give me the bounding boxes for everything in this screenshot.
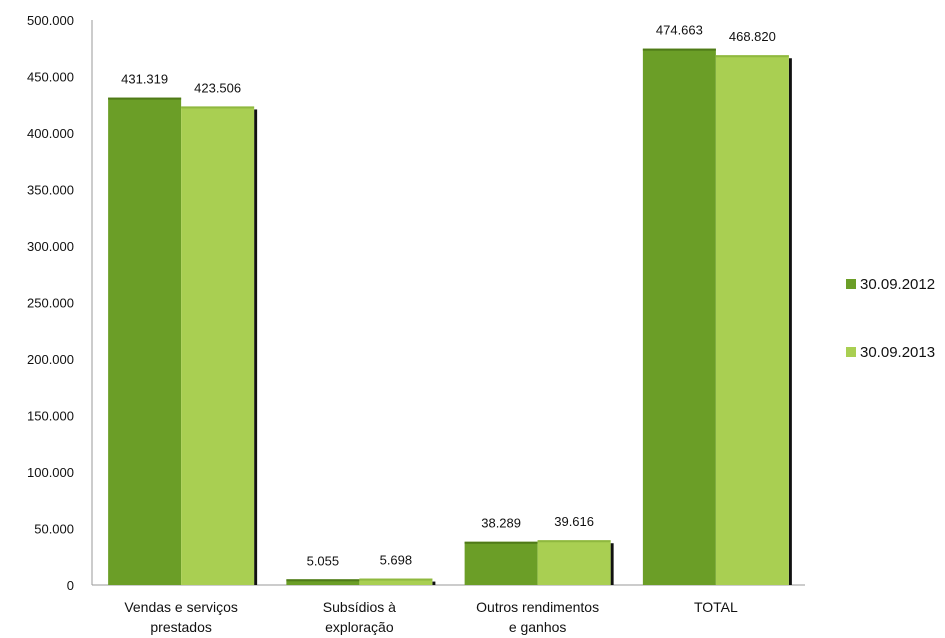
data-label: 5.055 xyxy=(307,553,340,568)
data-label: 38.289 xyxy=(481,516,521,531)
bar-shadow xyxy=(432,581,436,585)
bar xyxy=(642,48,716,586)
bar-top-edge xyxy=(715,55,789,58)
y-tick-label: 300.000 xyxy=(27,239,74,254)
bar-top-edge xyxy=(537,540,611,543)
bar-shadow xyxy=(610,543,614,585)
y-tick-label: 200.000 xyxy=(27,352,74,367)
data-label: 39.616 xyxy=(554,514,594,529)
data-label: 431.319 xyxy=(121,72,168,87)
x-tick-label: Outros rendimentos xyxy=(476,599,599,615)
y-tick-label: 350.000 xyxy=(27,183,74,198)
bar-shadow xyxy=(254,109,258,585)
x-tick-label: e ganhos xyxy=(509,619,567,635)
y-tick-label: 0 xyxy=(67,578,74,593)
data-label: 5.698 xyxy=(380,553,413,568)
y-tick-label: 250.000 xyxy=(27,296,74,311)
data-label: 474.663 xyxy=(656,23,703,38)
bar xyxy=(464,541,538,585)
data-label: 423.506 xyxy=(194,80,241,95)
bar xyxy=(715,55,789,585)
y-tick-label: 450.000 xyxy=(27,70,74,85)
bar xyxy=(286,579,360,585)
bar-top-edge xyxy=(286,579,360,582)
bar-top-edge xyxy=(108,97,182,100)
x-tick-label: Vendas e serviços xyxy=(124,599,238,615)
y-tick-label: 50.000 xyxy=(34,522,74,537)
y-tick-label: 400.000 xyxy=(27,126,74,141)
x-tick-label: Subsídios à xyxy=(323,599,396,615)
bar xyxy=(537,540,611,585)
y-tick-label: 100.000 xyxy=(27,465,74,480)
y-tick-label: 150.000 xyxy=(27,409,74,424)
bar xyxy=(108,97,182,585)
x-tick-label: prestados xyxy=(150,619,211,635)
bar-top-edge xyxy=(181,106,255,109)
bar xyxy=(359,578,433,585)
bar-shadow xyxy=(788,58,792,585)
legend-label: 30.09.2013 xyxy=(860,344,935,361)
data-label: 468.820 xyxy=(729,29,776,44)
x-tick-label: exploração xyxy=(325,619,394,635)
bar-top-edge xyxy=(464,541,538,544)
bar xyxy=(181,106,255,585)
y-tick-label: 500.000 xyxy=(27,13,74,28)
bar-top-edge xyxy=(642,48,716,51)
legend-swatch xyxy=(846,279,856,289)
legend-swatch xyxy=(846,347,856,357)
legend-label: 30.09.2012 xyxy=(860,276,935,293)
x-tick-label: TOTAL xyxy=(694,599,738,615)
bar-top-edge xyxy=(359,578,433,581)
